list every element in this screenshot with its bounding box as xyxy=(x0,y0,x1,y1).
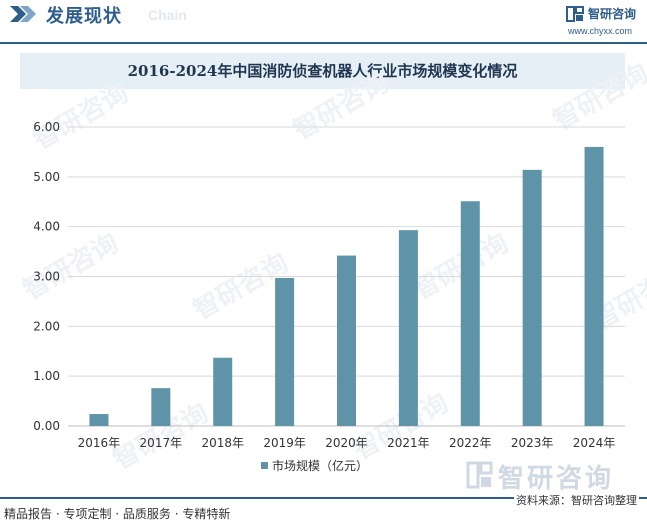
watermark-text: 智研咨询 xyxy=(288,67,394,146)
footer-tagline: 精品报告 · 专项定制 · 品质服务 · 专精特新 xyxy=(4,507,231,521)
legend: 市场规模（亿元） xyxy=(261,458,368,473)
bar xyxy=(213,357,233,426)
bar xyxy=(151,388,171,426)
chart-title-box: 2016-2024年中国消防侦查机器人行业市场规模变化情况 xyxy=(20,53,625,89)
bar xyxy=(522,169,542,426)
y-tick-label: 6.00 xyxy=(33,120,60,134)
watermark-text: 智研咨询 xyxy=(28,77,134,156)
bar xyxy=(337,255,356,426)
x-tick-label: 2018年 xyxy=(201,436,244,450)
watermark-layer: 智研咨询智研咨询智研咨询智研咨询智研咨询智研咨询智研咨询智研咨询智研咨询 xyxy=(18,57,647,476)
y-tick-label: 4.00 xyxy=(33,220,60,234)
brand-url: www.chyxx.com xyxy=(568,26,633,36)
bar xyxy=(584,146,604,426)
bar xyxy=(89,414,109,426)
page-footer: 精品报告 · 专项定制 · 品质服务 · 专精特新 资料来源：智研咨询整理 xyxy=(0,492,647,524)
legend-label: 市场规模（亿元） xyxy=(272,458,368,473)
watermark-logo-icon xyxy=(466,461,493,489)
watermark-brand-text: 智研咨询 xyxy=(498,464,615,494)
x-tick-label: 2024年 xyxy=(573,436,616,450)
y-axis-ticks: 0.00 1.00 2.00 3.00 4.00 5.00 6.00 xyxy=(33,120,60,433)
section-subtitle: Chain xyxy=(148,7,187,23)
watermark-text: 智研咨询 xyxy=(18,227,124,306)
chart-title: 2016-2024年中国消防侦查机器人行业市场规模变化情况 xyxy=(127,62,518,80)
brand-name: 智研咨询 xyxy=(588,7,637,21)
header-divider xyxy=(0,42,647,44)
bar xyxy=(398,230,418,426)
footer-divider xyxy=(0,497,647,499)
page-header: 发展现状 Chain 智研咨询 www.chyxx.com xyxy=(0,0,647,44)
brand: 智研咨询 www.chyxx.com xyxy=(566,4,646,40)
bar xyxy=(460,201,480,426)
x-tick-label: 2017年 xyxy=(140,436,183,450)
section-title: 发展现状 xyxy=(46,6,122,27)
y-tick-label: 3.00 xyxy=(33,270,60,284)
y-tick-label: 0.00 xyxy=(33,419,60,433)
x-tick-label: 2023年 xyxy=(511,436,554,450)
footer-source: 资料来源：智研咨询整理 xyxy=(514,492,639,508)
x-tick-label: 2020年 xyxy=(325,436,368,450)
y-tick-label: 1.00 xyxy=(33,369,60,383)
x-tick-label: 2022年 xyxy=(449,436,492,450)
bar xyxy=(275,277,295,426)
x-axis-ticks: 2016年 2017年 2018年 2019年 2020年 2021年 2022年 2023年… xyxy=(78,436,616,450)
x-tick-label: 2016年 xyxy=(78,436,121,450)
watermark-text: 智研咨询 xyxy=(548,57,647,136)
legend-swatch xyxy=(261,462,268,469)
y-tick-label: 2.00 xyxy=(33,319,60,333)
x-tick-label: 2021年 xyxy=(387,436,430,450)
y-tick-label: 5.00 xyxy=(33,170,60,184)
watermark-logo xyxy=(466,460,636,494)
brand-logo-icon xyxy=(566,6,584,22)
double-chevron-icon xyxy=(10,6,36,22)
x-tick-label: 2019年 xyxy=(263,436,306,450)
bar-series xyxy=(89,146,604,426)
